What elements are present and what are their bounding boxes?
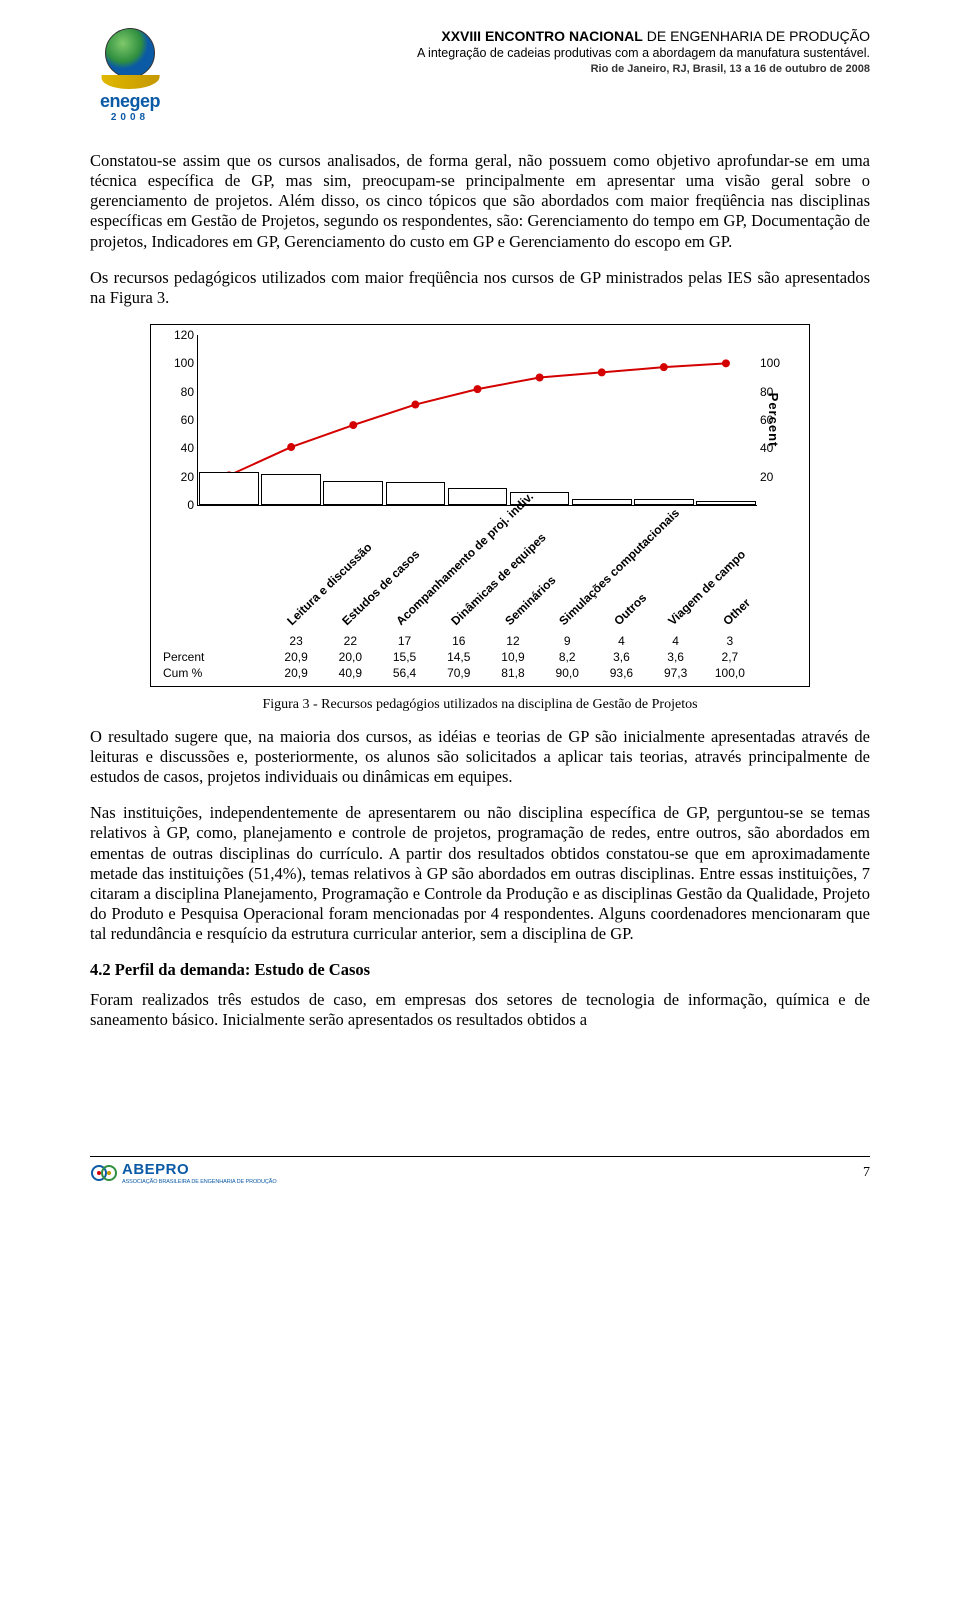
data-cell: 2,7	[703, 650, 757, 664]
paragraph-1: Constatou-se assim que os cursos analisa…	[90, 151, 870, 252]
y-left-tick: 20	[181, 470, 194, 484]
data-cell: 23	[269, 634, 323, 648]
data-cell: 17	[377, 634, 431, 648]
footer-brand: ABEPRO	[122, 1161, 189, 1178]
data-cell: 14,5	[432, 650, 486, 664]
figure-caption: Figura 3 - Recursos pedagógios utilizado…	[90, 697, 870, 713]
data-cell: 3,6	[649, 650, 703, 664]
y-right-tick: 60	[760, 413, 773, 427]
page-number: 7	[863, 1165, 870, 1181]
data-cell: 70,9	[432, 666, 486, 680]
data-cell: 12	[486, 634, 540, 648]
header-title-bold: XXVIII ENCONTRO NACIONAL	[441, 28, 642, 44]
data-cell: 56,4	[377, 666, 431, 680]
logo-year: 2008	[90, 112, 170, 123]
y-right-tick: 40	[760, 441, 773, 455]
section-title: 4.2 Perfil da demanda: Estudo de Casos	[90, 960, 870, 980]
footer-subtitle: ASSOCIAÇÃO BRASILEIRA DE ENGENHARIA DE P…	[122, 1179, 277, 1185]
header-title: XXVIII ENCONTRO NACIONAL DE ENGENHARIA D…	[180, 28, 870, 46]
bar	[199, 472, 259, 505]
y-axis-left: 020406080100120	[161, 335, 197, 506]
globe-icon	[105, 28, 155, 78]
row-label	[161, 634, 233, 648]
pareto-chart: 0 20 40 60 80 100 120 Percent 20 40 60 80 100 Leit…	[150, 324, 810, 687]
paragraph-3: O resultado sugere que, na maioria dos c…	[90, 727, 870, 787]
header-subtitle: A integração de cadeias produtivas com a…	[180, 46, 870, 62]
data-cell: 90,0	[540, 666, 594, 680]
bar	[386, 482, 446, 505]
data-cell: 20,0	[323, 650, 377, 664]
y-left-tick: 100	[174, 356, 194, 370]
data-cell: 15,5	[377, 650, 431, 664]
y-left-tick: 40	[181, 441, 194, 455]
row-label: Cum %	[161, 666, 233, 680]
bar	[323, 481, 383, 505]
y-right-tick: 20	[760, 470, 773, 484]
page-footer: ABEPRO ASSOCIAÇÃO BRASILEIRA DE ENGENHAR…	[90, 1156, 870, 1185]
data-cell: 3	[703, 634, 757, 648]
data-cell: 4	[649, 634, 703, 648]
y-left-tick: 120	[174, 328, 194, 342]
data-cell: 100,0	[703, 666, 757, 680]
enegep-logo: enegep 2008	[90, 28, 170, 123]
bar	[448, 488, 508, 505]
logo-word: enegep	[90, 91, 170, 112]
header-title-rest: DE ENGENHARIA DE PRODUÇÃO	[643, 28, 870, 44]
data-cell: 3,6	[594, 650, 648, 664]
category-labels: Leitura e discussãoEstudos de casosAcomp…	[267, 512, 757, 632]
swoosh-icon	[100, 75, 159, 89]
chart-data-table: 23221716129443Percent20,920,015,514,510,…	[161, 634, 799, 680]
gear-icon	[90, 1161, 118, 1185]
y-right-tick: 80	[760, 385, 773, 399]
y-axis-right: Percent 20406080100	[757, 335, 799, 506]
bar	[696, 501, 756, 505]
paragraph-4: Nas instituições, independentemente de a…	[90, 803, 870, 944]
data-cell: 97,3	[649, 666, 703, 680]
data-cell: 81,8	[486, 666, 540, 680]
y-right-tick: 100	[760, 356, 780, 370]
category-label: Other	[720, 596, 753, 628]
bar	[261, 474, 321, 505]
bar	[572, 499, 632, 505]
y-left-tick: 80	[181, 385, 194, 399]
row-label: Percent	[161, 650, 233, 664]
y-left-tick: 0	[187, 498, 194, 512]
paragraph-5: Foram realizados três estudos de caso, e…	[90, 990, 870, 1030]
data-cell: 10,9	[486, 650, 540, 664]
paragraph-2: Os recursos pedagógicos utilizados com m…	[90, 268, 870, 308]
category-label: Outros	[611, 590, 649, 627]
data-cell: 4	[594, 634, 648, 648]
page-header: enegep 2008 XXVIII ENCONTRO NACIONAL DE …	[90, 28, 870, 123]
plot-area	[197, 335, 757, 506]
data-cell: 22	[323, 634, 377, 648]
y-left-tick: 60	[181, 413, 194, 427]
data-cell: 16	[432, 634, 486, 648]
header-venue: Rio de Janeiro, RJ, Brasil, 13 a 16 de o…	[180, 63, 870, 77]
data-cell: 93,6	[594, 666, 648, 680]
abepro-logo: ABEPRO ASSOCIAÇÃO BRASILEIRA DE ENGENHAR…	[90, 1161, 277, 1185]
bar	[634, 499, 694, 505]
data-cell: 20,9	[269, 666, 323, 680]
data-cell: 8,2	[540, 650, 594, 664]
data-cell: 20,9	[269, 650, 323, 664]
data-cell: 40,9	[323, 666, 377, 680]
data-cell: 9	[540, 634, 594, 648]
